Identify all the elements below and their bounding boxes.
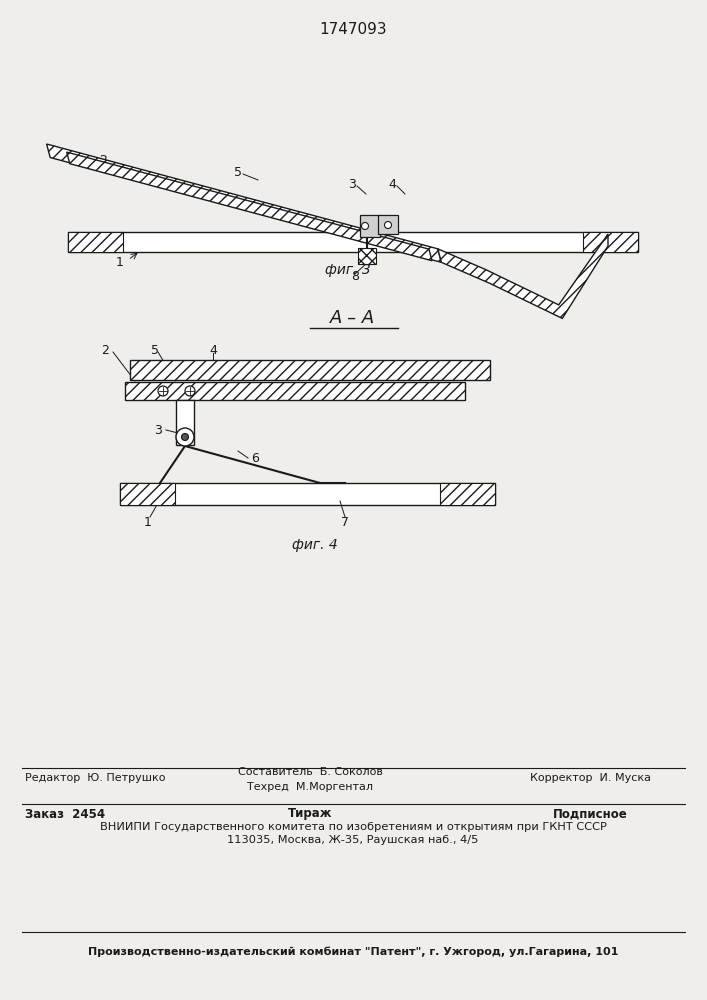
Text: Подписное: Подписное — [553, 808, 627, 820]
Text: Тираж: Тираж — [288, 808, 332, 820]
Text: 1747093: 1747093 — [319, 22, 387, 37]
Circle shape — [361, 223, 368, 230]
Text: 5: 5 — [234, 165, 242, 178]
Text: Редактор  Ю. Петрушко: Редактор Ю. Петрушко — [25, 773, 165, 783]
Polygon shape — [438, 234, 608, 318]
Bar — [120, 483, 495, 505]
Bar — [358, 248, 376, 264]
Bar — [583, 232, 638, 252]
Bar — [68, 232, 123, 252]
Text: 1: 1 — [144, 516, 152, 530]
Text: 6: 6 — [251, 452, 259, 466]
Text: 113035, Москва, Ж-35, Раушская наб., 4/5: 113035, Москва, Ж-35, Раушская наб., 4/5 — [228, 835, 479, 845]
Text: 2: 2 — [101, 344, 109, 357]
Bar — [120, 483, 175, 505]
Text: A – A: A – A — [330, 309, 375, 327]
Bar — [360, 215, 380, 237]
Polygon shape — [47, 144, 441, 262]
Circle shape — [182, 434, 189, 440]
Bar — [378, 215, 398, 234]
Bar — [176, 400, 194, 445]
Text: 3: 3 — [348, 178, 356, 190]
Text: Техред  М.Моргентал: Техред М.Моргентал — [247, 782, 373, 792]
Text: 2: 2 — [99, 153, 107, 166]
Circle shape — [385, 222, 392, 229]
Bar — [125, 382, 465, 400]
Text: 4: 4 — [388, 178, 396, 190]
Text: 5: 5 — [151, 344, 159, 357]
Circle shape — [176, 428, 194, 446]
Polygon shape — [66, 152, 432, 261]
Text: 7: 7 — [341, 516, 349, 530]
Circle shape — [158, 386, 168, 396]
Bar — [130, 360, 490, 380]
Text: 4: 4 — [209, 344, 217, 357]
Text: 1: 1 — [116, 256, 124, 269]
Circle shape — [185, 386, 195, 396]
Text: Производственно-издательский комбинат "Патент", г. Ужгород, ул.Гагарина, 101: Производственно-издательский комбинат "П… — [88, 947, 618, 957]
Bar — [68, 232, 638, 252]
Text: фиг. 4: фиг. 4 — [292, 538, 338, 552]
Text: фиг. 3: фиг. 3 — [325, 263, 371, 277]
Text: 8: 8 — [351, 269, 359, 282]
Text: ВНИИПИ Государственного комитета по изобретениям и открытиям при ГКНТ СССР: ВНИИПИ Государственного комитета по изоб… — [100, 822, 607, 832]
Text: Составитель  Б. Соколов: Составитель Б. Соколов — [238, 767, 382, 777]
Bar — [440, 483, 495, 505]
Text: Корректор  И. Муска: Корректор И. Муска — [530, 773, 650, 783]
Text: 3: 3 — [154, 424, 162, 436]
Text: Заказ  2454: Заказ 2454 — [25, 808, 105, 820]
